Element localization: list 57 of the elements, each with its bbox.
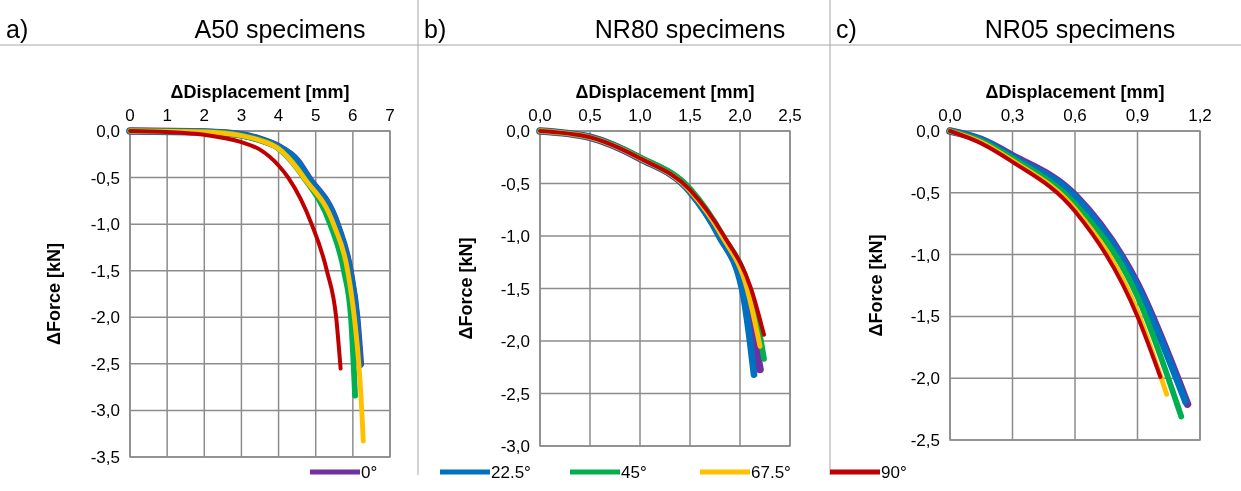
x-tick-label: 2,5 [778,106,802,125]
legend-label: 45° [621,463,647,482]
legend-label: 90° [881,463,907,482]
x-tick-label: 1,5 [678,106,702,125]
y-tick-label: -3,0 [500,437,530,456]
x-tick-label: 7 [385,106,395,125]
y-tick-label: 0,0 [916,122,940,141]
y-tick-label: -1,0 [500,227,530,246]
y-tick-label: -0,5 [910,183,940,203]
x-axis-title: ΔDisplacement [mm] [985,82,1165,102]
y-tick-label: -3,5 [90,448,120,467]
chart-title: NR05 specimens [984,15,1176,43]
y-tick-label: -2,5 [90,354,120,374]
y-tick-label: -2,5 [910,431,940,450]
chart-title: NR80 specimens [594,15,786,43]
x-tick-label: 1,2 [1188,106,1212,125]
x-tick-label: 1 [162,106,172,125]
x-tick-label: 5 [310,106,321,125]
y-tick-label: -2,5 [500,384,530,404]
y-tick-label: -3,0 [90,401,120,421]
chart-title: A50 specimens [194,15,366,43]
y-tick-label: -2,0 [500,332,530,351]
x-tick-label: 3 [236,106,247,125]
y-tick-label: -1,5 [910,307,940,327]
y-tick-label: -0,5 [500,174,530,194]
y-tick-label: -1,5 [90,261,120,281]
y-tick-label: -1,5 [500,279,530,299]
legend-label: 0° [361,463,378,482]
y-axis-title: ΔForce [kN] [44,243,64,345]
text: c) [836,15,857,43]
legend-label: 67.5° [751,463,791,482]
x-tick-label: 2,0 [728,106,752,125]
x-tick-label: 0,0 [528,106,552,125]
x-tick-label: 0,9 [1125,106,1150,125]
y-tick-label: 0,0 [96,122,120,141]
x-tick-label: 2 [199,106,210,125]
y-axis-title: ΔForce [kN] [866,234,886,337]
x-axis-title: ΔDisplacement [mm] [170,82,350,102]
x-tick-label: 1,0 [628,106,652,125]
y-tick-label: -1,0 [910,245,940,265]
x-tick-label: 4 [273,106,284,125]
x-tick-label: 0,5 [578,106,602,125]
x-tick-label: 0,3 [1000,106,1025,125]
y-tick-label: 0,0 [506,122,530,141]
x-axis-title: ΔDisplacement [mm] [575,82,755,102]
y-axis-title: ΔForce [kN] [456,237,476,340]
x-tick-label: 0,6 [1063,106,1087,125]
x-tick-label: 0 [125,106,135,125]
text: b) [424,15,447,43]
legend-label: 22.5° [491,463,531,482]
y-tick-label: -2,0 [90,308,120,328]
text: a) [6,15,29,43]
y-tick-label: -2,0 [910,369,940,389]
y-tick-label: -1,0 [90,215,120,235]
x-tick-label: 0,0 [938,106,962,125]
x-tick-label: 6 [348,106,358,125]
y-tick-label: -0,5 [90,168,120,188]
